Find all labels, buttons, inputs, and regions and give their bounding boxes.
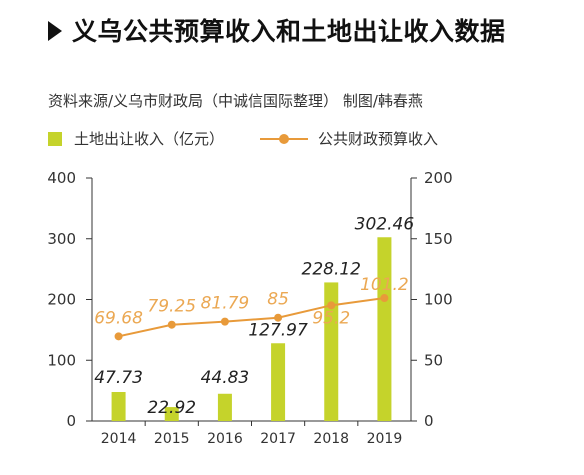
legend: 土地出让收入（亿元） 公共财政预算收入 bbox=[48, 128, 438, 149]
right-tick-label: 0 bbox=[424, 412, 434, 430]
legend-line-dot bbox=[279, 133, 290, 144]
x-tick-label: 2019 bbox=[367, 431, 403, 447]
x-tick-label: 2016 bbox=[207, 431, 243, 447]
source-note: 资料来源/义乌市财政局（中诚信国际整理） 制图/韩春燕 bbox=[48, 92, 423, 110]
right-tick-label: 50 bbox=[424, 351, 443, 369]
left-tick-label: 200 bbox=[47, 291, 76, 309]
bar-value-label: 228.12 bbox=[302, 259, 361, 279]
x-tick-label: 2014 bbox=[101, 431, 137, 447]
bar-value-label: 47.73 bbox=[94, 368, 143, 388]
bar bbox=[324, 282, 339, 421]
bar-value-label: 302.46 bbox=[355, 214, 415, 234]
bar bbox=[217, 393, 232, 421]
line-point bbox=[114, 332, 123, 341]
line-value-label: 101.2 bbox=[360, 275, 409, 295]
x-tick-label: 2018 bbox=[313, 431, 349, 447]
left-tick-label: 0 bbox=[66, 412, 76, 430]
line-point bbox=[220, 317, 229, 326]
bar bbox=[271, 343, 286, 421]
bar-value-label: 44.83 bbox=[201, 368, 250, 388]
chart-title-text: 义乌公共预算收入和土地出让收入数据 bbox=[72, 17, 506, 46]
series-line bbox=[118, 297, 385, 338]
left-tick-label: 400 bbox=[47, 169, 76, 187]
bar bbox=[164, 407, 179, 421]
bar-value-label: 127.97 bbox=[248, 320, 308, 340]
right-tick-label: 150 bbox=[424, 230, 453, 248]
line-point bbox=[167, 320, 176, 329]
line-point bbox=[274, 313, 283, 322]
line-value-label: 69.68 bbox=[94, 308, 143, 328]
line-value-label: 95.2 bbox=[312, 308, 350, 328]
chart-title: 义乌公共预算收入和土地出让收入数据 bbox=[48, 12, 506, 48]
left-tick-label: 300 bbox=[47, 230, 76, 248]
bar bbox=[111, 392, 126, 421]
line-value-label: 79.25 bbox=[147, 297, 196, 317]
line-point bbox=[327, 301, 336, 310]
x-tick-label: 2015 bbox=[154, 431, 190, 447]
line-point bbox=[380, 294, 389, 303]
chart-line bbox=[114, 294, 389, 341]
right-tick-label: 100 bbox=[424, 291, 453, 309]
line-value-label: 81.79 bbox=[201, 294, 250, 314]
bar bbox=[377, 237, 392, 421]
line-value-label: 85 bbox=[267, 290, 289, 310]
legend-bar-swatch bbox=[48, 131, 62, 146]
chart-bars bbox=[111, 237, 392, 421]
right-tick-label: 200 bbox=[424, 169, 453, 187]
chart-axes: 0 100 200 300 400 0 50 100 150 200 2014 2015 2016 201… bbox=[47, 169, 452, 447]
x-tick-label: 2017 bbox=[260, 431, 296, 447]
legend-line-swatch bbox=[260, 132, 309, 146]
legend-bar-label: 土地出让收入（亿元） bbox=[74, 130, 225, 148]
bar-value-label: 22.92 bbox=[147, 398, 196, 418]
legend-line-label: 公共财政预算收入 bbox=[318, 130, 439, 148]
left-tick-label: 100 bbox=[47, 351, 76, 369]
triangle-bullet-icon bbox=[48, 21, 62, 41]
